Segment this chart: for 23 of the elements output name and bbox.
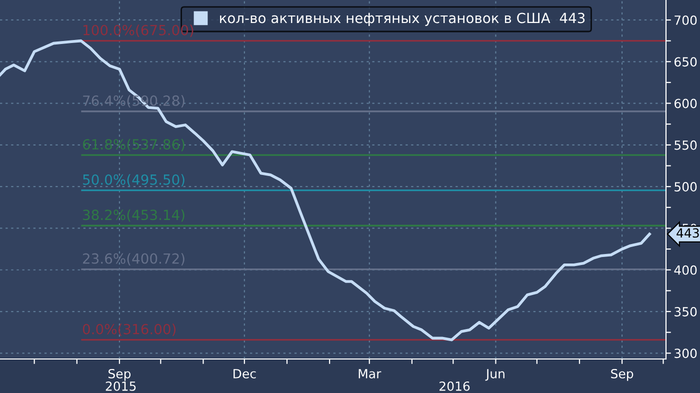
y-tick-label: 400 bbox=[674, 265, 697, 275]
ref-line-label: 61.8%(537.86) bbox=[82, 138, 184, 152]
ref-line-label: 38.2%(453.14) bbox=[83, 209, 184, 222]
line-series bbox=[0, 39, 651, 342]
y-tick-label: 300 bbox=[674, 348, 697, 358]
ref-line-label: 0.0%(316.00) bbox=[82, 324, 176, 336]
annotation: 443 bbox=[676, 228, 699, 238]
x-tick-label: Jun bbox=[485, 369, 504, 381]
ref-line-label: 50.0%(495.50) bbox=[83, 174, 184, 186]
y-tick-label: 650 bbox=[674, 57, 697, 67]
x-tick-label: Sep bbox=[611, 368, 634, 381]
ref-line-label: 100.0%(675.00) bbox=[84, 24, 194, 37]
x-tick-label: Mar bbox=[358, 369, 382, 378]
x2-tick-label: 2016 bbox=[440, 381, 470, 391]
y-tick-label: 500 bbox=[674, 182, 697, 192]
x-tick-label: Sep bbox=[108, 368, 131, 381]
x2-tick-label: 2015 bbox=[106, 381, 136, 391]
y-tick-label: 550 bbox=[674, 140, 697, 150]
y-tick-label: 700 bbox=[674, 15, 697, 25]
y-tick-label: 350 bbox=[674, 306, 697, 316]
legend-label: кол-во активных нефтяных установок в США 443 bbox=[220, 12, 585, 26]
y-tick-label: 600 bbox=[674, 98, 697, 108]
x-tick-label: Dec bbox=[234, 369, 256, 378]
